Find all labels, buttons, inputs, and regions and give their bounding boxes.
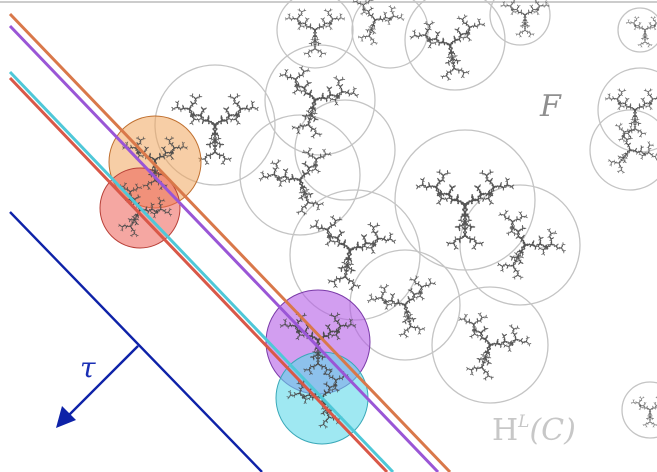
tau-arrow-shaft bbox=[65, 345, 139, 419]
colored-discs bbox=[99, 115, 371, 445]
orange-support-line bbox=[8, 12, 452, 472]
purple-support-line bbox=[8, 24, 440, 472]
hull-cover-circles bbox=[154, 0, 657, 439]
support-lines bbox=[8, 12, 452, 472]
direction-line bbox=[9, 211, 263, 472]
tau-label: τ bbox=[80, 351, 96, 384]
fractal-label: F bbox=[539, 89, 562, 124]
cyan-support-line bbox=[8, 70, 395, 472]
tau-arrow-icon bbox=[56, 406, 76, 428]
hull-label-argument: (C) bbox=[529, 413, 575, 448]
hull-label-superscript: L bbox=[517, 412, 529, 432]
hull-label-prefix: H bbox=[492, 413, 518, 448]
hull-label: HL(C) bbox=[492, 412, 576, 448]
direction-line-group bbox=[9, 211, 263, 472]
red-support-line bbox=[8, 76, 389, 472]
